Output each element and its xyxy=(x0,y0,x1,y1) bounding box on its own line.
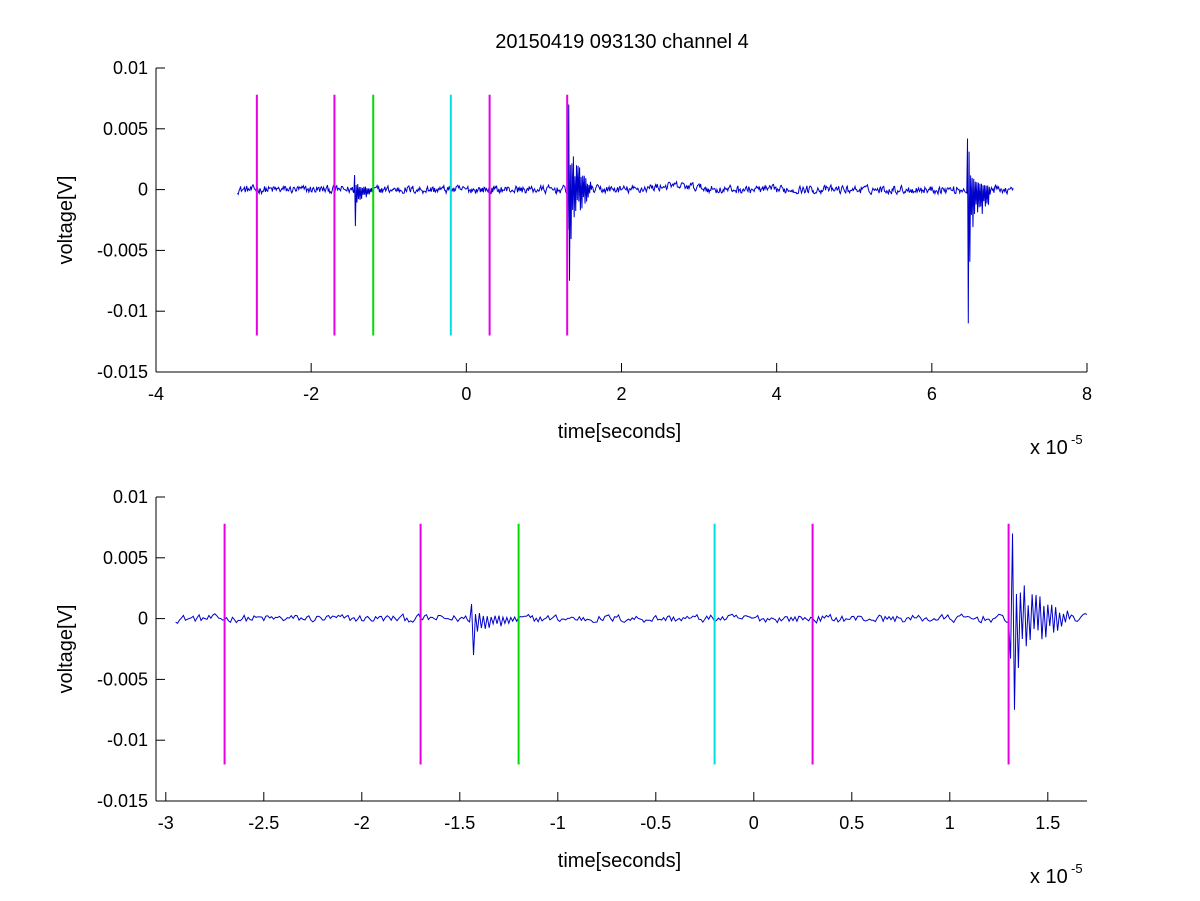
figure-title: 20150419 093130 channel 4 xyxy=(495,31,749,53)
x-tick-label: 2 xyxy=(616,384,626,404)
y-tick-label: -0.01 xyxy=(107,730,148,750)
y-tick-label: 0.005 xyxy=(103,548,148,568)
y-axis-label: voltage[V] xyxy=(55,605,77,694)
x-axis-multiplier: x 10 xyxy=(1030,437,1068,459)
top-plot: -4 -2 0 2 4 6 8 -0.015 -0.01 -0.005 0 0.005 0.01 time… xyxy=(55,58,1092,459)
x-axis-multiplier-exponent: -5 xyxy=(1071,861,1083,876)
x-tick-label: -1 xyxy=(550,813,566,833)
x-tick-label: -3 xyxy=(158,813,174,833)
x-tick-label: 8 xyxy=(1082,384,1092,404)
x-tick-label: -4 xyxy=(148,384,164,404)
y-tick-label: 0.005 xyxy=(103,119,148,139)
y-tick-label: 0.01 xyxy=(113,58,148,78)
x-tick-label: -2.5 xyxy=(248,813,279,833)
x-tick-label: 0 xyxy=(749,813,759,833)
y-tick-label: -0.01 xyxy=(107,301,148,321)
y-tick-label: -0.005 xyxy=(97,669,148,689)
x-tick-label: 1.5 xyxy=(1035,813,1060,833)
y-tick-label: 0 xyxy=(138,180,148,200)
y-tick-label: -0.005 xyxy=(97,240,148,260)
y-axis-label: voltage[V] xyxy=(55,176,77,265)
x-tick-label: -1.5 xyxy=(444,813,475,833)
x-axis-multiplier: x 10 xyxy=(1030,866,1068,888)
x-tick-label: 1 xyxy=(945,813,955,833)
x-tick-label: -0.5 xyxy=(640,813,671,833)
signal-series xyxy=(237,104,1014,324)
x-axis-label: time[seconds] xyxy=(558,421,681,443)
x-tick-label: 0 xyxy=(461,384,471,404)
bottom-plot: -3 -2.5 -2 -1.5 -1 -0.5 0 0.5 1 1.5 -0.015 -0.01 -0.… xyxy=(55,487,1087,888)
x-tick-label: -2 xyxy=(354,813,370,833)
y-tick-label: 0.01 xyxy=(113,487,148,507)
x-tick-label: 0.5 xyxy=(839,813,864,833)
x-tick-label: -2 xyxy=(303,384,319,404)
x-tick-label: 4 xyxy=(772,384,782,404)
x-axis-label: time[seconds] xyxy=(558,850,681,872)
x-axis-multiplier-exponent: -5 xyxy=(1071,432,1083,447)
y-tick-label: -0.015 xyxy=(97,791,148,811)
y-tick-label: -0.015 xyxy=(97,362,148,382)
y-tick-label: 0 xyxy=(138,609,148,629)
signal-series xyxy=(175,533,1087,710)
x-tick-label: 6 xyxy=(927,384,937,404)
